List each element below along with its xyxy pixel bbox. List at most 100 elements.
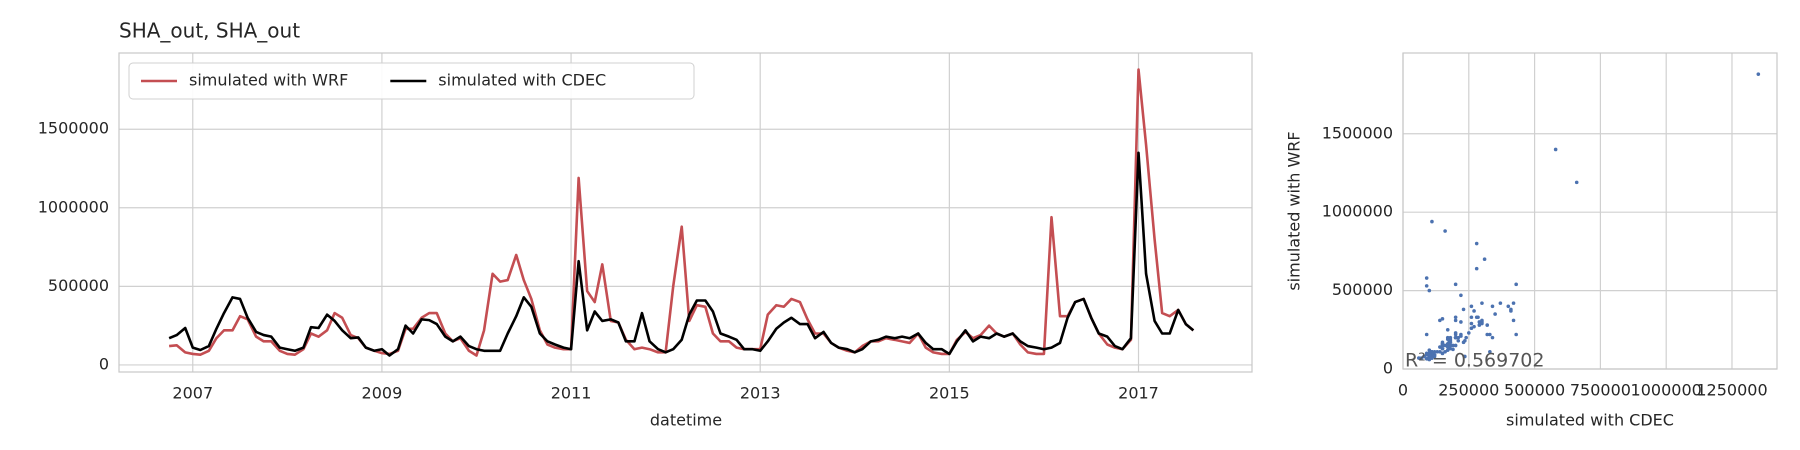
x-axis-label: simulated with CDEC bbox=[1506, 411, 1674, 430]
scatter-point bbox=[1490, 335, 1495, 340]
scatter-point bbox=[1445, 348, 1450, 352]
scatter-point bbox=[1459, 320, 1463, 324]
scatter-point bbox=[1476, 315, 1480, 320]
scatter-point bbox=[1474, 241, 1479, 246]
scatter-point bbox=[1511, 301, 1516, 305]
scatter-point bbox=[1445, 342, 1450, 346]
scatter-point bbox=[1427, 356, 1432, 360]
y-tick-label: 0 bbox=[99, 354, 109, 373]
y-tick-label: 1500000 bbox=[1322, 123, 1393, 142]
scatter-point bbox=[1453, 335, 1458, 340]
plot-frame bbox=[1402, 52, 1778, 370]
y-tick-label: 1500000 bbox=[38, 119, 109, 138]
scatter-point bbox=[1440, 351, 1445, 356]
plot-frame bbox=[118, 52, 1253, 373]
y-tick-label: 0 bbox=[1383, 359, 1393, 378]
scatter-point bbox=[1472, 309, 1476, 313]
x-tick-label: 500000 bbox=[1504, 381, 1565, 400]
scatter-point bbox=[1459, 332, 1463, 337]
scatter-point bbox=[1453, 343, 1458, 348]
scatter-point bbox=[1440, 346, 1445, 351]
x-tick-label: 2015 bbox=[929, 384, 970, 403]
scatter-point bbox=[1477, 323, 1482, 327]
scatter-point bbox=[1453, 282, 1458, 287]
scatter-point bbox=[1461, 307, 1466, 312]
scatter-point bbox=[1488, 349, 1492, 354]
scatter-point bbox=[1432, 354, 1437, 359]
x-tick-label: 1000000 bbox=[1631, 381, 1702, 400]
scatter-point bbox=[1440, 340, 1445, 345]
x-tick-label: 2017 bbox=[1118, 384, 1159, 403]
scatter-point bbox=[1511, 318, 1516, 323]
legend-label: simulated with CDEC bbox=[438, 71, 606, 90]
x-tick-label: 2013 bbox=[740, 384, 781, 403]
x-tick-label: 0 bbox=[1398, 381, 1408, 400]
series-line bbox=[168, 68, 1195, 357]
chart-title: SHA_out, SHA_out bbox=[119, 19, 300, 43]
scatter-point bbox=[1448, 338, 1453, 343]
scatter-point bbox=[1469, 321, 1474, 326]
scatter-point bbox=[1464, 335, 1468, 340]
x-tick-label: 250000 bbox=[1438, 381, 1499, 400]
y-tick-label: 1000000 bbox=[1322, 202, 1393, 221]
scatter-point bbox=[1477, 320, 1482, 324]
scatter-point bbox=[1453, 315, 1458, 320]
scatter-point bbox=[1456, 335, 1461, 340]
x-tick-label: 2007 bbox=[172, 384, 213, 403]
scatter-point bbox=[1445, 345, 1450, 349]
annotation: R² = 0.569702 bbox=[1405, 350, 1544, 372]
x-axis-label: datetime bbox=[650, 411, 722, 430]
scatter-point bbox=[1463, 354, 1467, 359]
y-tick-label: 500000 bbox=[1332, 280, 1393, 299]
scatter-point bbox=[1424, 351, 1429, 356]
scatter-point bbox=[1459, 293, 1463, 298]
scatter-point bbox=[1469, 315, 1474, 320]
scatter-point bbox=[1424, 332, 1429, 337]
scatter-point bbox=[1485, 323, 1490, 327]
scatter-point bbox=[1509, 309, 1513, 313]
scatter-point bbox=[1435, 349, 1440, 354]
scatter-point bbox=[1453, 318, 1458, 323]
scatter-point bbox=[1463, 338, 1467, 343]
scatter-point bbox=[1422, 354, 1426, 359]
scatter-point bbox=[1493, 312, 1497, 316]
scatter-point bbox=[1438, 318, 1442, 323]
scatter-point bbox=[1472, 324, 1476, 329]
scatter-point bbox=[1469, 326, 1474, 331]
scatter-point bbox=[1498, 301, 1503, 305]
x-tick-label: 750000 bbox=[1570, 381, 1631, 400]
scatter-point bbox=[1574, 180, 1579, 185]
scatter-point bbox=[1438, 345, 1442, 349]
scatter-point bbox=[1451, 343, 1455, 348]
scatter-point bbox=[1453, 332, 1458, 337]
scatter-point bbox=[1466, 331, 1471, 335]
scatter-point bbox=[1432, 349, 1437, 354]
scatter-point bbox=[1514, 282, 1518, 287]
scatter-point bbox=[1506, 304, 1511, 309]
scatter-point bbox=[1430, 219, 1434, 224]
scatter-point bbox=[1424, 284, 1429, 288]
scatter-point bbox=[1443, 343, 1447, 348]
scatter-point bbox=[1430, 349, 1434, 354]
scatter-point bbox=[1474, 266, 1479, 271]
x-tick-label: 1250000 bbox=[1696, 381, 1767, 400]
scatter-point bbox=[1427, 351, 1432, 356]
scatter-point bbox=[1430, 356, 1434, 360]
scatter-point bbox=[1514, 332, 1518, 337]
scatter-point bbox=[1553, 147, 1558, 152]
legend-label: simulated with WRF bbox=[189, 71, 348, 90]
scatter-point bbox=[1427, 348, 1432, 352]
scatter-point bbox=[1443, 229, 1447, 233]
y-axis-label: simulated with WRF bbox=[1285, 131, 1304, 290]
y-tick-label: 500000 bbox=[48, 276, 109, 295]
scatter-point bbox=[1756, 72, 1761, 76]
series-line bbox=[168, 151, 1195, 357]
scatter-point bbox=[1480, 320, 1484, 324]
scatter-point bbox=[1485, 332, 1490, 337]
x-tick-label: 2011 bbox=[551, 384, 592, 403]
scatter-point bbox=[1416, 356, 1421, 360]
y-tick-label: 1000000 bbox=[38, 197, 109, 216]
scatter-point bbox=[1445, 327, 1450, 332]
scatter-point bbox=[1443, 349, 1447, 354]
scatter-point bbox=[1427, 288, 1432, 293]
